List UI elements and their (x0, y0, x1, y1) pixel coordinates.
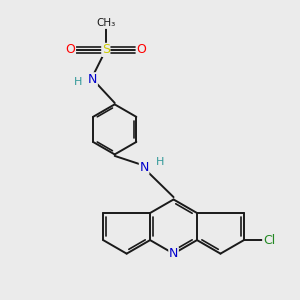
Text: CH₃: CH₃ (96, 18, 116, 28)
Text: H: H (74, 77, 82, 87)
Text: S: S (102, 44, 110, 56)
Text: N: N (140, 161, 149, 174)
Text: N: N (88, 73, 97, 86)
Text: N: N (169, 247, 178, 260)
Text: O: O (66, 44, 75, 56)
Text: Cl: Cl (263, 234, 275, 247)
Text: H: H (156, 157, 164, 167)
Text: O: O (136, 44, 146, 56)
